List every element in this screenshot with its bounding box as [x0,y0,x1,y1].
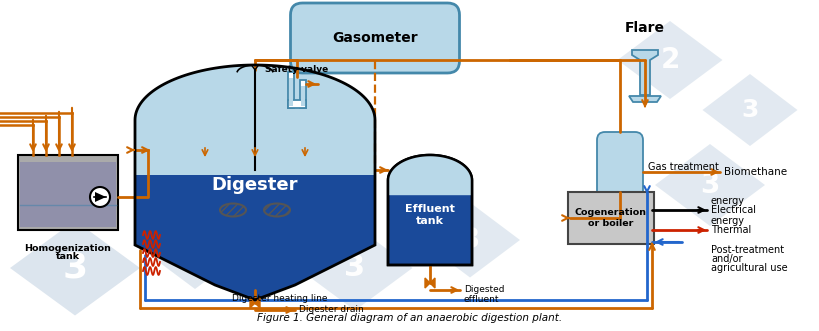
Text: tank: tank [56,252,80,261]
FancyBboxPatch shape [18,155,118,230]
Polygon shape [10,220,140,315]
Text: Digested: Digested [464,286,504,295]
FancyBboxPatch shape [287,100,305,108]
FancyBboxPatch shape [301,86,305,106]
Text: Thermal: Thermal [710,225,750,235]
Polygon shape [95,192,106,202]
Text: 3: 3 [459,226,479,254]
Text: Digester drain: Digester drain [299,306,364,314]
Text: agricultural use: agricultural use [710,263,787,273]
Text: Biomethane: Biomethane [723,167,786,177]
Polygon shape [429,278,434,288]
FancyBboxPatch shape [290,3,459,73]
Polygon shape [617,21,722,99]
Polygon shape [135,175,374,300]
Text: Gas treatment: Gas treatment [647,162,718,172]
Text: effluent: effluent [464,296,499,305]
FancyBboxPatch shape [287,72,294,108]
Text: energy: energy [710,196,744,206]
Text: Cogeneration
or boiler: Cogeneration or boiler [574,208,646,228]
Text: 3: 3 [740,98,758,122]
Text: Gasometer: Gasometer [332,31,418,45]
Text: energy: energy [710,216,744,226]
Text: Effluent
tank: Effluent tank [405,204,455,226]
FancyBboxPatch shape [20,162,115,227]
Text: Flotats: Flotats [329,138,372,152]
Polygon shape [387,155,472,265]
Text: Xavi: Xavi [295,138,322,152]
Text: 3: 3 [62,251,88,285]
Polygon shape [135,65,374,300]
Text: 2: 2 [659,46,679,74]
Polygon shape [702,74,797,146]
Text: Safety valve: Safety valve [265,65,328,74]
FancyBboxPatch shape [300,80,305,108]
Polygon shape [387,155,472,195]
FancyBboxPatch shape [568,192,654,244]
Text: Post-treatment: Post-treatment [710,245,783,255]
Polygon shape [654,144,764,226]
Polygon shape [255,298,260,308]
Polygon shape [140,207,250,289]
Polygon shape [297,225,412,310]
Polygon shape [135,65,374,140]
Text: Homogenization: Homogenization [25,244,111,253]
Polygon shape [631,50,657,95]
Polygon shape [628,96,660,102]
Text: and/or: and/or [710,254,741,264]
Text: Figure 1. General diagram of an anaerobic digestion plant.: Figure 1. General diagram of an anaerobi… [257,313,562,323]
Polygon shape [250,298,255,308]
Polygon shape [424,278,429,288]
Circle shape [90,187,110,207]
Text: Digester heating line: Digester heating line [232,294,328,303]
Text: Digester: Digester [211,176,298,194]
Text: 3: 3 [699,171,719,199]
Text: 3: 3 [344,254,365,282]
Text: Flare: Flare [624,21,664,35]
FancyBboxPatch shape [135,140,374,175]
FancyBboxPatch shape [596,132,642,200]
Text: 3: 3 [184,233,206,262]
FancyBboxPatch shape [288,78,292,106]
Polygon shape [419,203,519,277]
Text: Electrical: Electrical [710,205,755,215]
